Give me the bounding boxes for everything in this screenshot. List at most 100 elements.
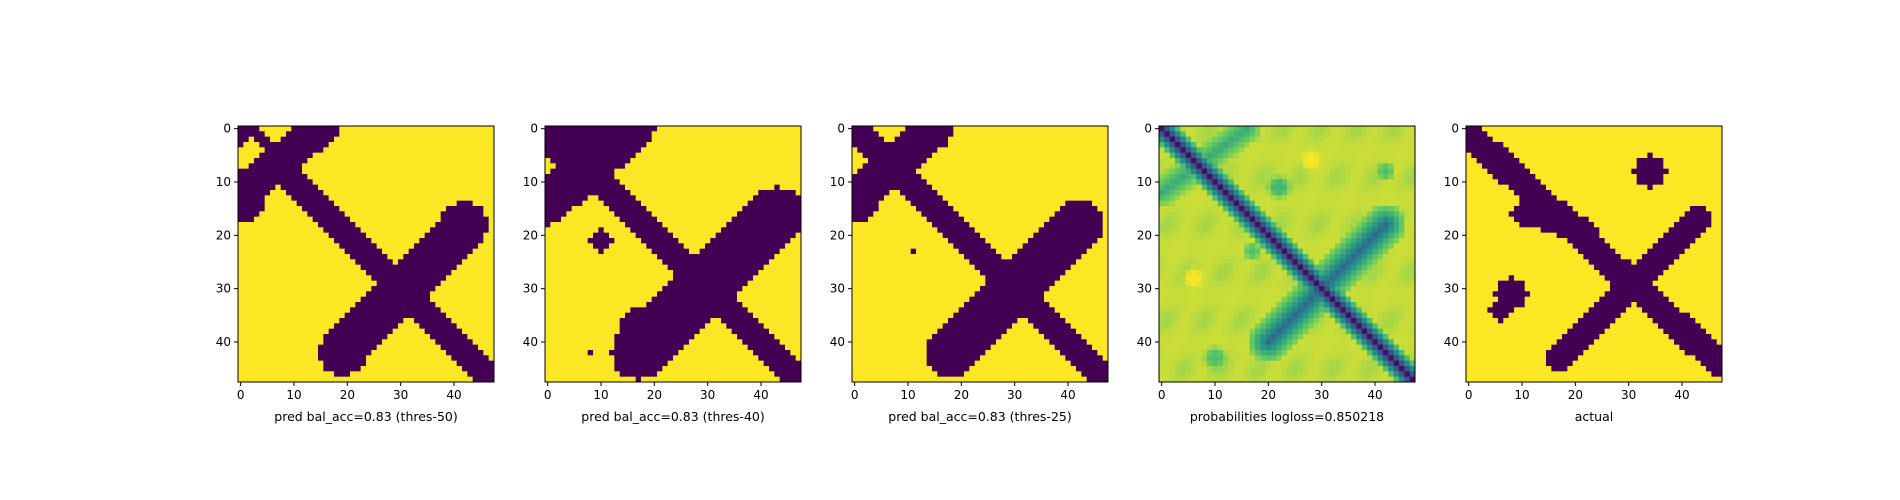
heatmap-cell (398, 248, 404, 255)
heatmap-cell (587, 200, 594, 207)
heatmap-cell (763, 152, 770, 159)
heatmap-cell (582, 318, 589, 324)
heatmap-cell (593, 152, 599, 159)
heatmap-cell (344, 168, 351, 175)
heatmap-cell (715, 238, 722, 244)
heatmap-cell (974, 136, 981, 143)
heatmap-cell (472, 184, 479, 191)
heatmap-cell (726, 328, 733, 335)
heatmap-cell (424, 254, 431, 260)
heatmap-cell (598, 158, 605, 164)
heatmap-cell (456, 216, 463, 223)
heatmap-cell (435, 302, 442, 308)
heatmap-cell (619, 371, 626, 378)
heatmap-cell (339, 376, 346, 383)
heatmap-cell (350, 280, 356, 287)
heatmap-cell (408, 318, 415, 324)
heatmap-cell (905, 158, 912, 164)
heatmap-cell (779, 264, 786, 271)
heatmap-cell (689, 376, 695, 383)
heatmap-cell (689, 350, 695, 356)
heatmap-cell (795, 216, 802, 223)
heatmap-cell (382, 136, 388, 143)
heatmap-cell (625, 371, 631, 378)
heatmap-cell (614, 254, 621, 260)
heatmap-cell (238, 243, 244, 250)
heatmap-cell (731, 158, 738, 164)
heatmap-cell (312, 142, 319, 148)
heatmap-cell (699, 339, 706, 346)
heatmap-cell (683, 264, 690, 271)
heatmap-cell (673, 243, 679, 250)
heatmap-cell (488, 302, 495, 308)
heatmap-cell (662, 179, 669, 186)
heatmap-cell (296, 243, 303, 250)
heatmap-cell (673, 238, 679, 244)
heatmap-cell (280, 312, 287, 319)
heatmap-cell (446, 184, 452, 191)
heatmap-cell (577, 280, 583, 287)
heatmap-cell (555, 136, 562, 143)
heatmap-cell (790, 147, 797, 154)
heatmap-cell (398, 323, 404, 330)
heatmap-cell (689, 131, 695, 138)
heatmap-cell (483, 179, 490, 186)
heatmap-cell (451, 323, 458, 330)
heatmap-cell (376, 376, 383, 383)
heatmap-cell (715, 291, 722, 298)
heatmap-cell (737, 158, 743, 164)
heatmap-cell (571, 147, 578, 154)
heatmap-cell (403, 259, 410, 266)
heatmap-cell (280, 366, 287, 372)
heatmap-cell (456, 243, 463, 250)
heatmap-cell (360, 307, 367, 314)
heatmap-cell (545, 312, 551, 319)
heatmap-cell (769, 344, 775, 351)
heatmap-cell (964, 126, 970, 132)
heatmap-cell (462, 131, 468, 138)
heatmap-cell (635, 350, 642, 356)
heatmap-cell (403, 126, 410, 132)
heatmap-cell (857, 136, 864, 143)
heatmap-cell (339, 259, 346, 266)
heatmap-cell (937, 136, 944, 143)
heatmap-cell (619, 291, 626, 298)
heatmap-cell (467, 222, 474, 228)
heatmap-cell (561, 339, 567, 346)
heatmap-cell (769, 355, 775, 362)
heatmap-cell (726, 195, 733, 202)
heatmap-cell (1097, 152, 1104, 159)
heatmap-cell (667, 216, 674, 223)
heatmap-cell (424, 232, 431, 239)
heatmap-cell (641, 147, 647, 154)
heatmap-cell (667, 355, 674, 362)
heatmap-cell (942, 158, 949, 164)
heatmap-cell (641, 126, 647, 132)
heatmap-cell (259, 174, 266, 180)
heatmap-cell (483, 195, 490, 202)
heatmap-cell (238, 179, 244, 186)
heatmap-cell (785, 238, 791, 244)
heatmap-cell (264, 355, 271, 362)
heatmap-cell (435, 126, 442, 132)
heatmap-cell (646, 200, 653, 207)
heatmap-cell (312, 222, 319, 228)
heatmap-cell (678, 366, 685, 372)
heatmap-cell (694, 254, 701, 260)
heatmap-cell (769, 264, 775, 271)
heatmap-cell (561, 318, 567, 324)
heatmap-cell (392, 275, 399, 282)
heatmap-cell (392, 195, 399, 202)
heatmap-cell (264, 126, 271, 132)
heatmap-cell (403, 174, 410, 180)
heatmap-cell (446, 328, 452, 335)
heatmap-cell (667, 126, 674, 132)
heatmap-cell (307, 206, 314, 212)
heatmap-cell (398, 200, 404, 207)
heatmap-cell (657, 323, 663, 330)
heatmap-cell (561, 259, 567, 266)
heatmap-cell (350, 227, 356, 234)
heatmap-cell (408, 296, 415, 303)
heatmap-cell (774, 344, 781, 351)
heatmap-cell (779, 142, 786, 148)
